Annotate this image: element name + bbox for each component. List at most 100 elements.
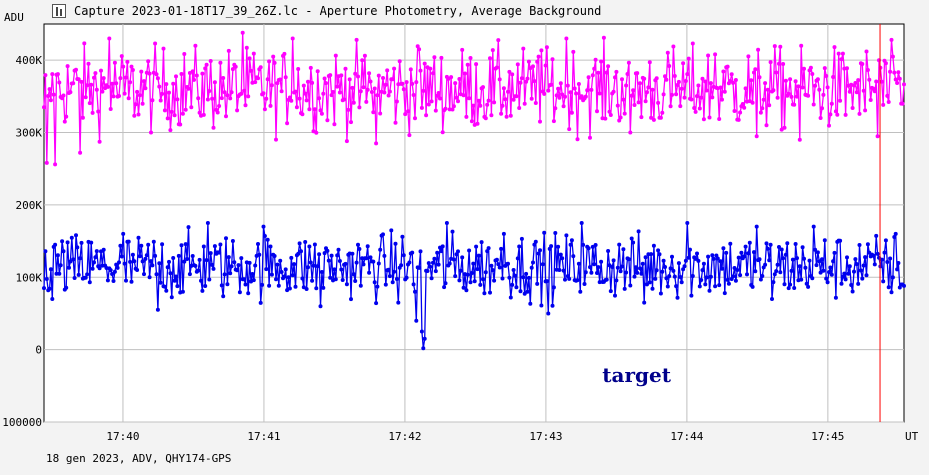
data-point — [860, 62, 865, 66]
data-point — [121, 231, 126, 236]
data-point — [383, 82, 388, 87]
data-point — [154, 272, 159, 277]
data-point — [293, 284, 298, 289]
data-point — [164, 288, 169, 293]
data-point — [752, 250, 756, 255]
data-point — [239, 256, 244, 261]
data-point — [151, 239, 156, 244]
data-point — [761, 97, 766, 102]
data-point — [222, 272, 227, 277]
data-point — [638, 266, 642, 271]
data-point — [440, 130, 445, 135]
data-point — [732, 109, 737, 113]
data-point — [297, 96, 302, 101]
data-point — [429, 99, 434, 104]
data-point — [47, 286, 52, 291]
data-point — [183, 242, 188, 247]
data-point — [678, 275, 683, 279]
data-point — [428, 66, 433, 71]
data-point — [457, 77, 462, 81]
data-point — [828, 112, 833, 117]
data-point — [182, 259, 187, 264]
data-point — [92, 260, 96, 265]
data-point — [889, 37, 894, 42]
data-point — [311, 263, 316, 268]
data-point — [576, 82, 581, 86]
data-point — [820, 257, 824, 262]
data-point — [642, 300, 647, 305]
data-point — [593, 243, 598, 247]
data-point — [589, 270, 594, 275]
data-point — [461, 93, 466, 98]
data-point — [55, 253, 60, 258]
data-point — [536, 251, 541, 256]
data-point — [244, 45, 249, 50]
data-point — [888, 69, 893, 74]
data-point — [135, 89, 140, 94]
data-point — [133, 102, 138, 107]
data-point — [693, 256, 698, 261]
data-point — [813, 247, 818, 252]
data-point — [205, 221, 210, 225]
data-point — [688, 247, 692, 252]
data-point — [803, 265, 808, 270]
data-point — [721, 69, 726, 74]
data-point — [221, 294, 226, 299]
chart-icon[interactable] — [52, 4, 66, 18]
data-point — [61, 93, 66, 98]
data-point — [343, 261, 348, 266]
data-point — [753, 269, 758, 274]
data-point — [824, 74, 829, 78]
data-point — [312, 242, 317, 247]
data-point — [186, 86, 191, 91]
data-point — [565, 83, 570, 88]
data-point — [531, 64, 535, 69]
data-point — [714, 253, 719, 258]
data-point — [78, 256, 83, 261]
data-point — [858, 268, 863, 273]
data-point — [621, 247, 626, 252]
data-point — [839, 281, 844, 286]
data-point — [497, 265, 502, 270]
data-point — [44, 160, 49, 165]
data-point — [781, 62, 786, 66]
data-point — [624, 83, 629, 88]
data-point — [639, 115, 644, 120]
data-point — [508, 113, 513, 118]
data-point — [606, 249, 611, 253]
data-point — [501, 86, 506, 91]
data-point — [137, 93, 142, 98]
data-point — [800, 245, 805, 250]
data-point — [475, 267, 480, 272]
data-point — [868, 98, 873, 102]
data-point — [294, 105, 299, 110]
data-point — [400, 234, 405, 239]
data-point — [136, 235, 141, 240]
data-point — [553, 231, 558, 235]
data-point — [576, 261, 581, 266]
data-point — [183, 107, 188, 112]
data-point — [792, 102, 797, 107]
data-point — [274, 137, 278, 142]
data-point — [864, 273, 869, 278]
data-point — [802, 66, 806, 71]
data-point — [140, 259, 145, 264]
data-point — [895, 81, 900, 85]
data-point — [478, 103, 483, 108]
data-point — [488, 56, 492, 61]
data-point — [686, 56, 691, 61]
data-point — [197, 257, 202, 262]
data-point — [387, 274, 392, 279]
data-point — [872, 262, 877, 267]
data-point — [497, 77, 502, 82]
data-point — [382, 90, 387, 95]
data-point — [704, 88, 709, 93]
data-point — [349, 120, 353, 125]
data-point — [693, 109, 698, 114]
data-point — [568, 242, 573, 247]
data-point — [282, 274, 287, 279]
data-point — [560, 92, 565, 97]
data-point — [722, 89, 727, 94]
data-point — [647, 280, 652, 285]
data-point — [351, 100, 356, 105]
